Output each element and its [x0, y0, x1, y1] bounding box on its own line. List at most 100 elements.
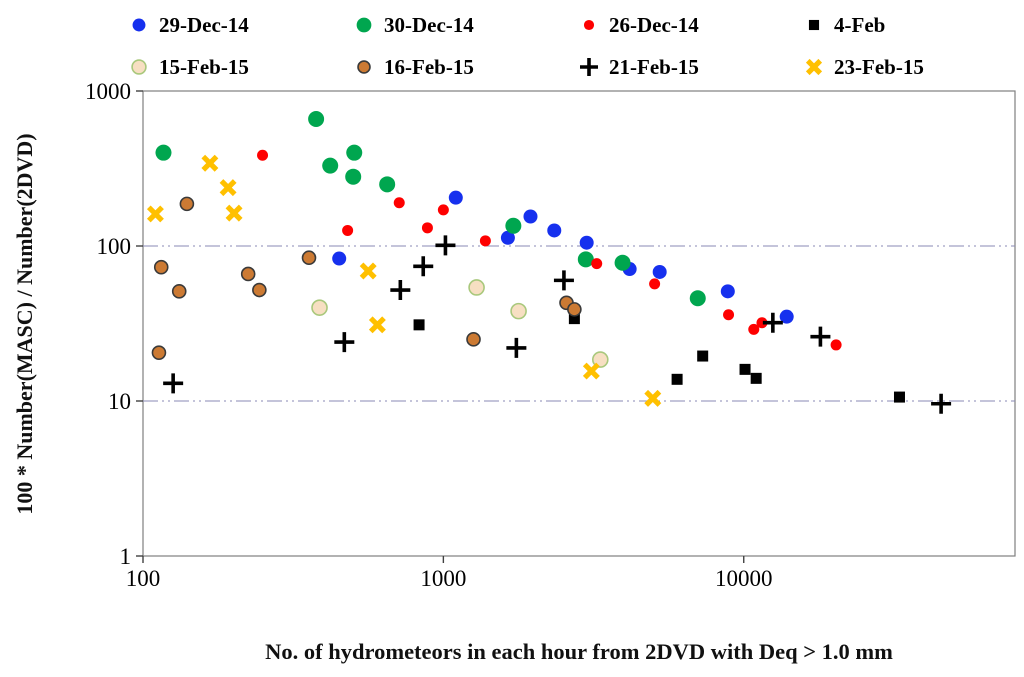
- data-point-16-Feb-15: [179, 196, 195, 212]
- y-tick-label: 100: [97, 234, 132, 259]
- legend-marker-circle-icon: [131, 59, 147, 75]
- legend-label: 15-Feb-15: [159, 54, 249, 79]
- data-point-30-Dec-14: [345, 168, 362, 185]
- data-point-26-Dec-14: [723, 309, 735, 321]
- data-point-4-Feb: [697, 350, 709, 362]
- data-point-26-Dec-14: [479, 235, 491, 247]
- data-point-29-Dec-14: [779, 309, 794, 324]
- data-point-16-Feb-15: [240, 266, 256, 282]
- data-point-4-Feb: [671, 373, 683, 385]
- data-point-4-Feb: [568, 313, 580, 325]
- data-point-26-Dec-14: [393, 197, 405, 209]
- data-point-21-Feb-15: [506, 337, 527, 358]
- data-point-4-Feb: [413, 319, 425, 331]
- data-point-16-Feb-15: [252, 282, 267, 298]
- legend-label: 23-Feb-15: [834, 54, 924, 79]
- legend-item-26-Dec-14: 26-Dec-14: [576, 8, 801, 42]
- legend-item-30-Dec-14: 30-Dec-14: [351, 8, 576, 42]
- data-point-30-Dec-14: [322, 157, 339, 174]
- data-point-4-Feb: [750, 372, 762, 384]
- data-point-16-Feb-15: [151, 345, 167, 360]
- data-point-29-Dec-14: [547, 223, 562, 238]
- data-point-26-Dec-14: [748, 323, 760, 335]
- data-point-29-Dec-14: [500, 230, 515, 245]
- legend-item-23-Feb-15: 23-Feb-15: [801, 50, 1012, 84]
- data-point-26-Dec-14: [342, 224, 354, 236]
- legend-marker-square-icon: [808, 19, 820, 31]
- x-tick-label: 10000: [715, 566, 773, 591]
- data-point-21-Feb-15: [334, 332, 355, 353]
- data-point-30-Dec-14: [379, 176, 396, 193]
- data-point-16-Feb-15: [153, 259, 169, 275]
- data-point-21-Feb-15: [413, 256, 434, 277]
- data-point-15-Feb-15: [510, 302, 527, 320]
- data-point-23-Feb-15: [219, 179, 237, 197]
- data-point-26-Dec-14: [830, 339, 842, 351]
- legend-marker-xmark-icon: [805, 58, 823, 76]
- data-point-4-Feb: [893, 391, 905, 403]
- legend-marker-shape: [356, 17, 372, 33]
- data-point-30-Dec-14: [505, 217, 522, 234]
- data-point-29-Dec-14: [579, 235, 594, 250]
- data-point-23-Feb-15: [225, 204, 243, 222]
- legend-marker-shape: [131, 59, 147, 75]
- legend-marker-shape: [580, 58, 598, 76]
- chart-legend: 29-Dec-14 30-Dec-14 26-Dec-14 4-Feb 15-Feb-1…: [126, 8, 1012, 84]
- legend-marker-circle-icon: [583, 19, 595, 31]
- data-point-26-Dec-14: [649, 278, 661, 290]
- data-point-23-Feb-15: [368, 316, 386, 334]
- data-point-26-Dec-14: [756, 317, 768, 329]
- data-point-23-Feb-15: [201, 154, 219, 172]
- legend-marker-circle-icon: [357, 60, 371, 74]
- legend-marker-shape: [357, 60, 371, 74]
- data-point-23-Feb-15: [359, 262, 377, 280]
- data-point-23-Feb-15: [644, 389, 662, 407]
- data-point-26-Dec-14: [591, 258, 603, 270]
- data-point-15-Feb-15: [468, 279, 485, 296]
- legend-label: 29-Dec-14: [159, 12, 249, 37]
- data-point-16-Feb-15: [466, 332, 481, 347]
- data-point-21-Feb-15: [163, 373, 184, 394]
- legend-marker-shape: [805, 58, 823, 76]
- legend-label: 30-Dec-14: [384, 12, 474, 37]
- legend-item-29-Dec-14: 29-Dec-14: [126, 8, 351, 42]
- data-point-23-Feb-15: [146, 205, 164, 223]
- data-point-26-Dec-14: [257, 149, 269, 161]
- y-tick-label: 10: [108, 389, 131, 414]
- legend-label: 16-Feb-15: [384, 54, 474, 79]
- legend-marker-shape: [583, 19, 595, 31]
- data-point-30-Dec-14: [689, 290, 706, 307]
- legend-marker-shape: [808, 19, 820, 31]
- data-point-4-Feb: [739, 363, 751, 375]
- legend-marker-plus-icon: [580, 58, 598, 76]
- data-point-21-Feb-15: [931, 393, 952, 414]
- data-point-21-Feb-15: [553, 270, 574, 291]
- data-point-29-Dec-14: [652, 264, 667, 279]
- legend-label: 21-Feb-15: [609, 54, 699, 79]
- data-point-30-Dec-14: [155, 144, 172, 161]
- data-point-30-Dec-14: [577, 251, 594, 268]
- legend-item-21-Feb-15: 21-Feb-15: [576, 50, 801, 84]
- data-point-16-Feb-15: [301, 250, 317, 266]
- data-point-26-Dec-14: [437, 204, 449, 216]
- x-tick-label: 100: [126, 566, 161, 591]
- legend-marker-circle-icon: [356, 17, 372, 33]
- data-point-30-Dec-14: [614, 254, 631, 271]
- data-point-21-Feb-15: [762, 312, 783, 333]
- data-point-15-Feb-15: [311, 299, 328, 316]
- y-tick-label: 1000: [85, 79, 131, 104]
- legend-marker-shape: [132, 18, 146, 32]
- data-point-16-Feb-15: [171, 284, 187, 299]
- data-point-23-Feb-15: [582, 362, 600, 380]
- y-axis-title: 100 * Number(MASC) / Number(2DVD): [12, 133, 37, 515]
- data-point-29-Dec-14: [720, 284, 735, 299]
- data-point-26-Dec-14: [421, 222, 433, 234]
- data-point-30-Dec-14: [346, 144, 363, 161]
- data-point-29-Dec-14: [523, 209, 538, 224]
- legend-item-16-Feb-15: 16-Feb-15: [351, 50, 576, 84]
- data-point-16-Feb-15: [567, 302, 582, 317]
- x-tick-label: 1000: [420, 566, 466, 591]
- data-point-30-Dec-14: [308, 110, 325, 127]
